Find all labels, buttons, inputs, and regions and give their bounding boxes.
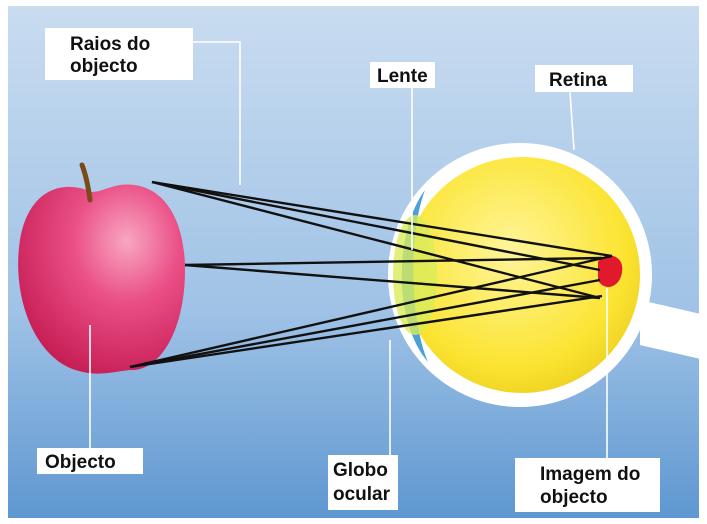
label-text: Globo	[333, 460, 388, 481]
label-globo: Globo ocular	[328, 455, 398, 510]
label-retina: Retina	[535, 65, 633, 92]
label-text: ocular	[333, 484, 391, 505]
label-lente: Lente	[370, 62, 435, 88]
label-text: Retina	[549, 70, 608, 91]
label-text: Lente	[377, 66, 428, 87]
label-raios: Raios do objecto	[45, 28, 193, 80]
label-imagem: Imagem do objecto	[515, 458, 660, 512]
label-text: objecto	[70, 56, 138, 77]
label-objecto: Objecto	[37, 448, 143, 474]
label-text: Objecto	[45, 452, 116, 473]
label-text: Raios do	[70, 34, 150, 55]
label-text: objecto	[540, 487, 608, 508]
diagram: Raios do objecto Lente Retina Objecto Gl…	[0, 0, 707, 524]
label-text: Imagem do	[540, 464, 640, 485]
